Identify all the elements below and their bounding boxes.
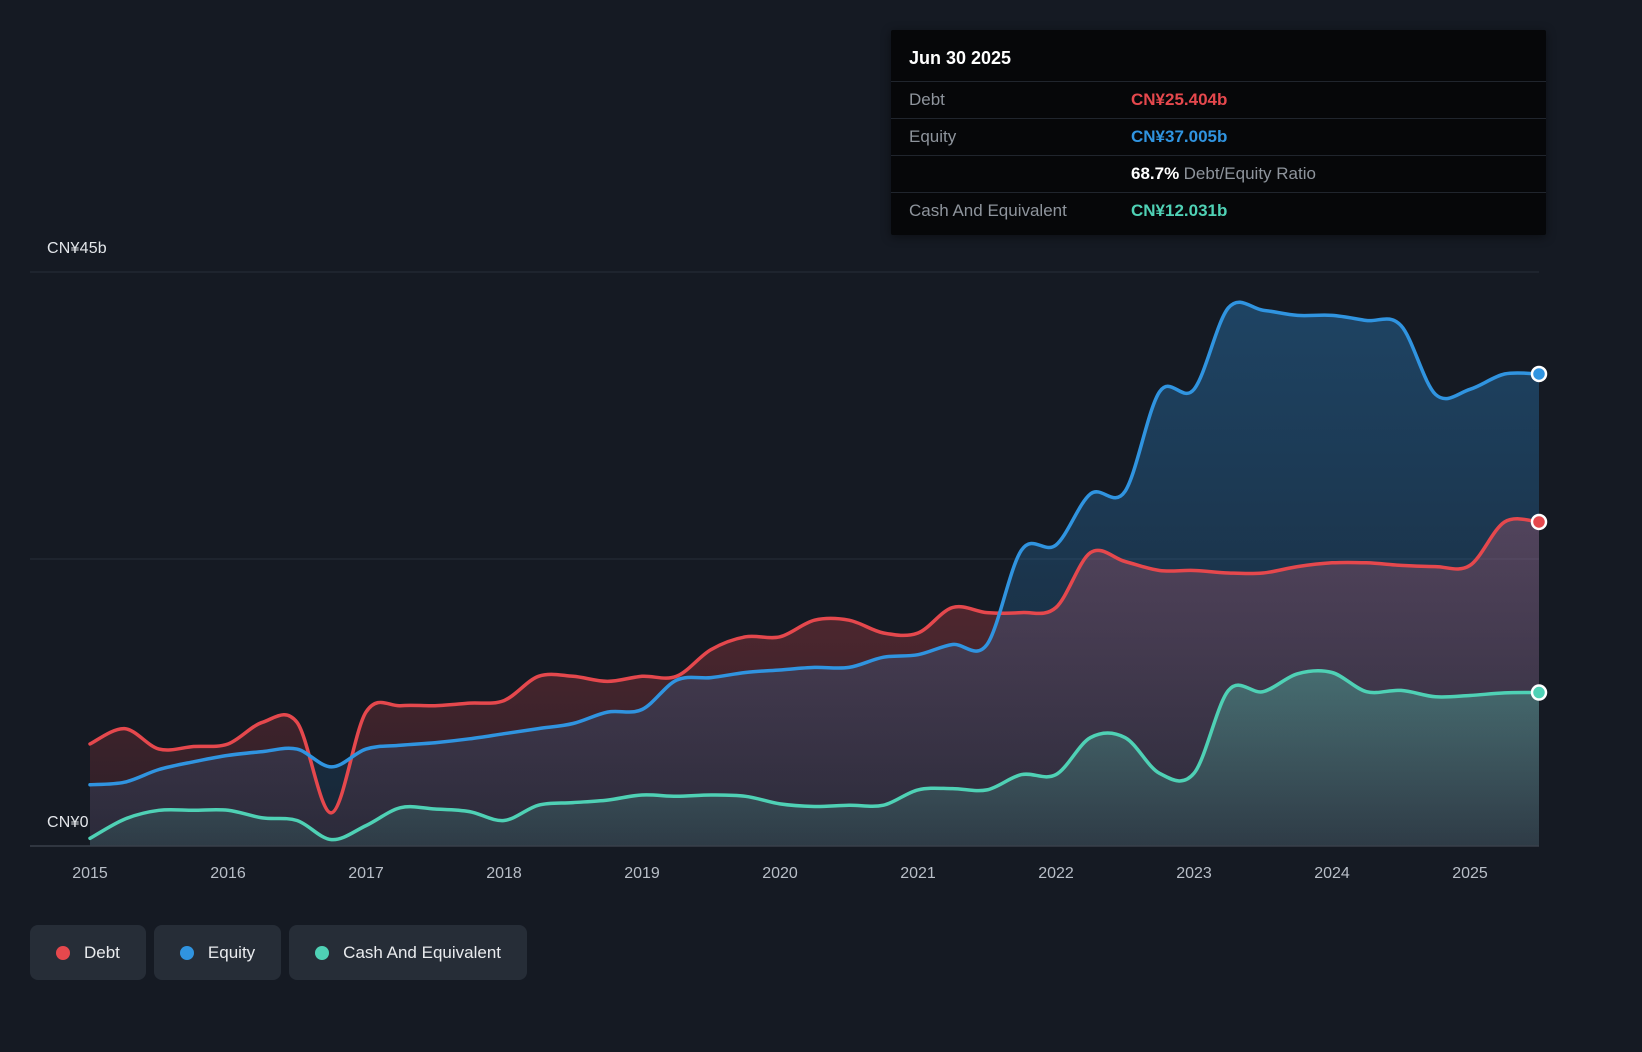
tooltip-ratio-value: 68.7% — [1131, 164, 1180, 183]
tooltip-cash-label: Cash And Equivalent — [909, 201, 1067, 220]
x-axis-label: 2017 — [348, 865, 384, 882]
marker-equity[interactable] — [1530, 365, 1548, 383]
tooltip-ratio: 68.7% Debt/Equity Ratio — [1131, 164, 1528, 184]
x-axis-label: 2025 — [1452, 865, 1488, 882]
y-axis-label-zero: CN¥0 — [47, 814, 89, 831]
legend-item-cash-and-equivalent[interactable]: Cash And Equivalent — [289, 925, 528, 980]
y-axis-label-top: CN¥45b — [47, 240, 107, 257]
tooltip-equity-label: Equity — [909, 127, 957, 146]
marker-debt[interactable] — [1530, 513, 1548, 531]
x-axis-label: 2020 — [762, 865, 798, 882]
tooltip-equity-value: CN¥37.005b — [1131, 127, 1228, 146]
tooltip-ratio-row: 68.7% Debt/Equity Ratio — [891, 155, 1546, 192]
tooltip-debt-row: Debt CN¥25.404b — [891, 81, 1546, 118]
x-axis-label: 2024 — [1314, 865, 1350, 882]
x-axis-label: 2021 — [900, 865, 936, 882]
x-axis-label: 2023 — [1176, 865, 1212, 882]
x-axis-label: 2022 — [1038, 865, 1074, 882]
tooltip-cash-value: CN¥12.031b — [1131, 201, 1228, 220]
legend-dot-icon — [56, 945, 70, 960]
x-axis-label: 2019 — [624, 865, 660, 882]
area-equity — [90, 302, 1539, 846]
legend-item-debt[interactable]: Debt — [30, 925, 146, 980]
chart-legend: Debt Equity Cash And Equivalent — [30, 925, 528, 980]
line-cash — [88, 668, 1541, 842]
legend-label: Cash And Equivalent — [343, 942, 502, 962]
tooltip-date: Jun 30 2025 — [909, 48, 1012, 68]
tooltip-cash-row: Cash And Equivalent CN¥12.031b — [891, 192, 1546, 229]
area-cash — [90, 670, 1539, 846]
legend-label: Equity — [207, 942, 256, 962]
legend-label: Debt — [84, 942, 120, 962]
marker-cash[interactable] — [1530, 684, 1548, 701]
legend-dot-icon — [179, 945, 194, 960]
tooltip-debt-label: Debt — [909, 90, 945, 109]
tooltip-ratio-label: Debt/Equity Ratio — [1183, 164, 1316, 183]
line-debt — [88, 517, 1541, 815]
line-equity — [88, 300, 1541, 787]
legend-dot-icon — [315, 945, 330, 960]
chart-tooltip: Jun 30 2025 Debt CN¥25.404b Equity CN¥37… — [891, 30, 1546, 235]
x-axis-label: 2015 — [72, 865, 108, 882]
tooltip-debt-value: CN¥25.404b — [1131, 90, 1228, 109]
x-axis-label: 2018 — [486, 865, 522, 882]
tooltip-equity-row: Equity CN¥37.005b — [891, 118, 1546, 155]
x-axis-label: 2016 — [210, 865, 246, 882]
legend-item-equity[interactable]: Equity — [153, 925, 282, 980]
